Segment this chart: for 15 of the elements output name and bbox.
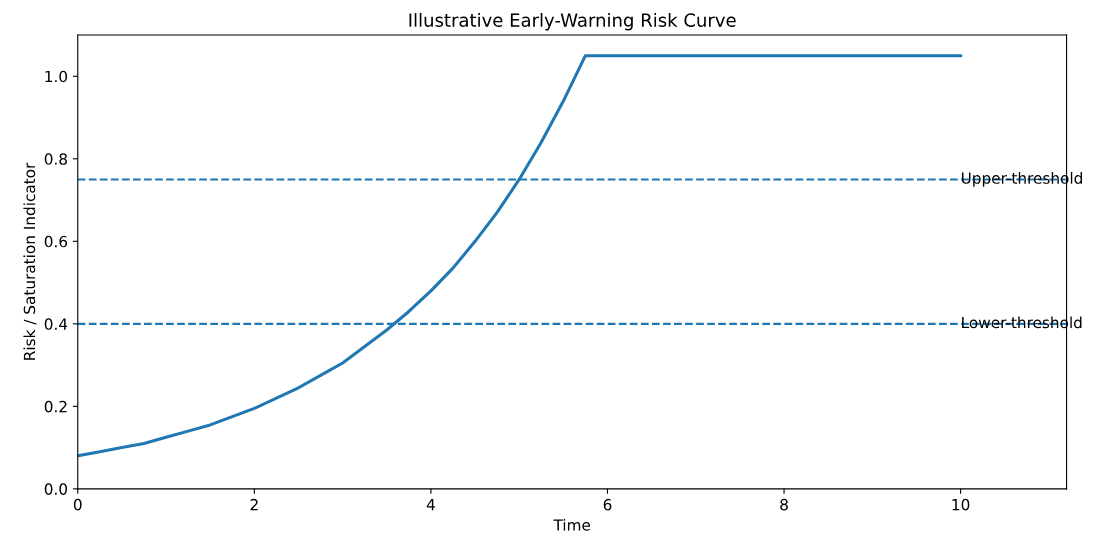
y-tick-label: 0.4: [44, 318, 68, 330]
y-tick-label: 0.8: [44, 153, 67, 165]
x-tick-label: 4: [426, 499, 435, 511]
chart-title: Illustrative Early-Warning Risk Curve: [409, 12, 736, 31]
x-axis-title: Time: [553, 518, 591, 531]
y-tick-label: 1.0: [45, 70, 68, 83]
y-axis-title: Risk / Saturation Indicator: [23, 162, 37, 360]
x-tick-label: 8: [780, 498, 788, 511]
y-tick-label: 0.0: [44, 483, 68, 495]
x-tick-label: 10: [952, 498, 970, 511]
x-tick-label: 0: [73, 498, 82, 511]
x-tick-label: 2: [250, 498, 258, 511]
y-tick-label: 0.2: [44, 400, 67, 413]
x-tick-label: 6: [603, 498, 612, 511]
y-tick-label: 0.6: [44, 235, 68, 248]
